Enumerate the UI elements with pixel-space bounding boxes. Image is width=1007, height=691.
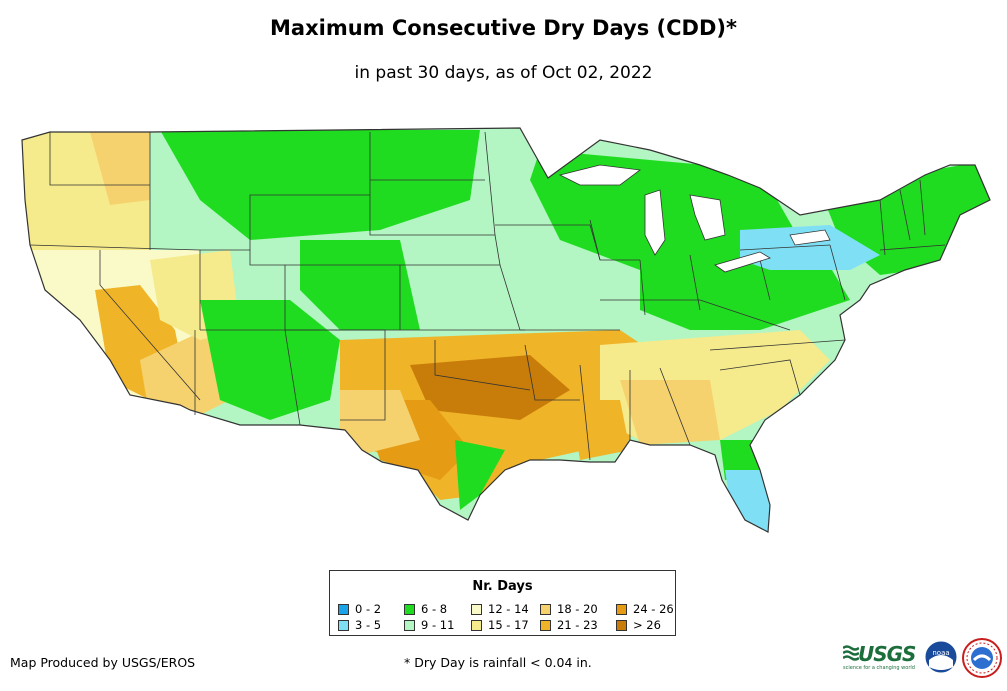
dry-day-footnote: * Dry Day is rainfall < 0.04 in. xyxy=(404,655,592,670)
us-outline xyxy=(21,127,991,533)
usgs-logo: USGS science for a changing world xyxy=(843,642,919,674)
map-title: Maximum Consecutive Dry Days (CDD)* xyxy=(270,16,737,40)
legend-swatch xyxy=(616,619,627,631)
producer-credit: Map Produced by USGS/EROS xyxy=(10,655,196,670)
us-cdd-map xyxy=(21,127,991,533)
lake-huron xyxy=(689,194,726,241)
legend-swatch xyxy=(338,603,349,615)
region-florida-peninsula xyxy=(725,470,775,532)
usgs-logo-text: USGS xyxy=(858,642,916,666)
nws-logo xyxy=(962,638,1002,678)
legend-label: 6 - 8 xyxy=(421,602,448,616)
legend-swatch xyxy=(338,619,349,631)
legend-label: 9 - 11 xyxy=(421,618,455,632)
region-pennsylvania xyxy=(740,225,880,270)
legend: Nr. Days 0 - 2 3 - 5 6 - 8 9 - 11 12 - 14 15 … xyxy=(329,570,676,636)
noaa-logo: noaa xyxy=(924,640,958,674)
region-central-plains xyxy=(400,240,560,330)
noaa-logo-text: noaa xyxy=(932,649,949,657)
legend-item: 18 - 20 xyxy=(540,602,598,616)
lake-erie xyxy=(714,251,771,273)
legend-label: 21 - 23 xyxy=(557,618,598,632)
legend-item: 15 - 17 xyxy=(471,618,529,632)
legend-item: 6 - 8 xyxy=(404,602,447,616)
legend-item: 0 - 2 xyxy=(338,602,381,616)
state-borders xyxy=(29,131,946,461)
legend-label: 12 - 14 xyxy=(488,602,529,616)
legend-swatch xyxy=(616,603,627,615)
region-west-texas xyxy=(340,390,420,455)
lake-ontario xyxy=(789,229,831,246)
legend-label: 18 - 20 xyxy=(557,602,598,616)
legend-swatch xyxy=(471,619,482,631)
lake-superior xyxy=(558,164,642,186)
legend-swatch xyxy=(404,603,415,615)
legend-item: 12 - 14 xyxy=(471,602,529,616)
legend-swatch xyxy=(540,603,551,615)
lake-michigan xyxy=(644,189,666,256)
region-rockies-front xyxy=(300,240,420,330)
legend-label: 0 - 2 xyxy=(355,602,382,616)
map-subtitle: in past 30 days, as of Oct 02, 2022 xyxy=(354,63,653,83)
region-alabama-dry xyxy=(620,380,720,445)
region-louisiana xyxy=(570,400,630,460)
legend-swatch xyxy=(540,619,551,631)
legend-item: 21 - 23 xyxy=(540,618,598,632)
legend-swatch xyxy=(404,619,415,631)
legend-label: > 26 xyxy=(633,618,661,632)
usgs-logo-tagline: science for a changing world xyxy=(843,665,915,671)
region-northwest xyxy=(90,132,150,205)
legend-item: > 26 xyxy=(616,618,661,632)
legend-item: 24 - 26 xyxy=(616,602,674,616)
region-texas-coast xyxy=(455,440,505,510)
legend-label: 3 - 5 xyxy=(355,618,382,632)
legend-title: Nr. Days xyxy=(472,579,533,594)
legend-swatch xyxy=(471,603,482,615)
region-north-central xyxy=(160,130,480,240)
legend-item: 9 - 11 xyxy=(404,618,454,632)
legend-label: 24 - 26 xyxy=(633,602,674,616)
great-lakes xyxy=(558,164,831,273)
legend-item: 3 - 5 xyxy=(338,618,381,632)
legend-label: 15 - 17 xyxy=(488,618,529,632)
region-arizona xyxy=(140,330,230,420)
